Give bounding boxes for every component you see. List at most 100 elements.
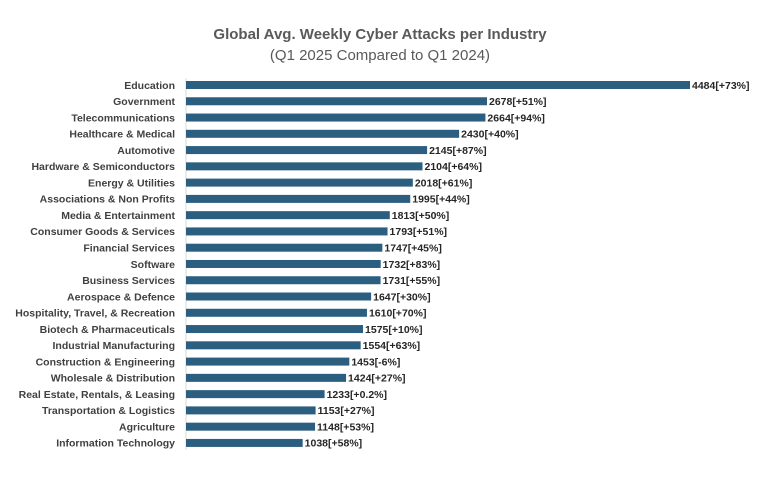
data-label-value: 1732 bbox=[383, 259, 407, 271]
bar bbox=[186, 227, 388, 236]
category-label: Healthcare & Medical bbox=[69, 129, 175, 141]
data-label-value: 2145 bbox=[429, 145, 453, 157]
data-label-value: 1793 bbox=[390, 226, 414, 238]
category-label: Aerospace & Defence bbox=[67, 291, 175, 303]
bar bbox=[186, 341, 361, 350]
category-label: Software bbox=[131, 259, 176, 271]
data-label-change: [+45%] bbox=[408, 243, 442, 255]
data-label-value: 1153 bbox=[318, 405, 341, 417]
chart-title: Global Avg. Weekly Cyber Attacks per Ind… bbox=[213, 26, 547, 43]
bar bbox=[186, 81, 690, 89]
category-label: Information Technology bbox=[56, 438, 175, 450]
data-label-change: [+44%] bbox=[436, 194, 470, 206]
data-label: 1747[+45%] bbox=[384, 243, 442, 255]
bar bbox=[186, 194, 411, 203]
data-label: 1995[+44%] bbox=[412, 194, 470, 206]
bar bbox=[186, 308, 367, 317]
data-label-value: 1610 bbox=[369, 308, 393, 320]
bar bbox=[186, 276, 381, 285]
data-label-value: 1038 bbox=[305, 438, 329, 450]
data-label: 1554[+63%] bbox=[363, 340, 421, 352]
category-label: Construction & Engineering bbox=[36, 356, 175, 368]
category-label: Hardware & Semiconductors bbox=[31, 161, 175, 173]
data-label: 1153[+27%] bbox=[318, 405, 375, 417]
data-label-change: [+55%] bbox=[406, 275, 440, 287]
data-label: 1793[+51%] bbox=[390, 226, 448, 238]
data-label-change: [+30%] bbox=[396, 291, 430, 303]
data-label-change: [+73%] bbox=[715, 80, 749, 92]
data-label: 1732[+83%] bbox=[383, 259, 441, 271]
data-label: 2664[+94%] bbox=[487, 112, 544, 124]
category-label: Energy & Utilities bbox=[88, 177, 175, 189]
data-label-change: [+83%] bbox=[406, 259, 440, 271]
category-label: Agriculture bbox=[119, 421, 175, 433]
data-label: 1610[+70%] bbox=[369, 308, 427, 320]
data-label-value: 1554 bbox=[363, 340, 387, 352]
data-label-change: [+50%] bbox=[415, 210, 449, 222]
bar bbox=[186, 129, 460, 138]
bar bbox=[186, 146, 428, 155]
category-label: Telecommunications bbox=[71, 112, 175, 124]
data-label-change: [+10%] bbox=[388, 324, 422, 336]
data-label: 1233[+0.2%] bbox=[327, 389, 387, 401]
category-label: Automotive bbox=[117, 145, 175, 157]
data-label: 1731[+55%] bbox=[383, 275, 441, 287]
bar bbox=[186, 292, 372, 301]
category-label: Real Estate, Rentals, & Leasing bbox=[19, 389, 175, 401]
bar bbox=[186, 162, 423, 171]
data-label-change: [+63%] bbox=[386, 340, 420, 352]
category-label: Hospitality, Travel, & Recreation bbox=[15, 308, 175, 320]
data-label: 1148[+53%] bbox=[317, 421, 374, 433]
data-label: 1424[+27%] bbox=[348, 373, 406, 385]
data-label: 2430[+40%] bbox=[461, 129, 518, 141]
data-label: 1813[+50%] bbox=[392, 210, 450, 222]
data-label-change: [+61%] bbox=[438, 177, 472, 189]
data-label-change: [+53%] bbox=[340, 421, 374, 433]
data-label-value: 1647 bbox=[373, 291, 397, 303]
bar bbox=[186, 373, 347, 382]
chart-rows: Education 4484[+73%] Government 2678[+51%] T… bbox=[15, 80, 749, 450]
category-label: Associations & Non Profits bbox=[40, 194, 176, 206]
data-label-change: [+27%] bbox=[340, 405, 374, 417]
data-label-change: [+87%] bbox=[452, 145, 486, 157]
bar bbox=[186, 438, 303, 447]
data-label-change: [+58%] bbox=[328, 438, 362, 450]
bar bbox=[186, 390, 325, 399]
category-label: Education bbox=[124, 80, 175, 92]
data-label-value: 1148 bbox=[317, 421, 340, 433]
data-label: 1038[+58%] bbox=[305, 438, 363, 450]
data-label-change: [+64%] bbox=[448, 161, 482, 173]
category-label: Industrial Manufacturing bbox=[52, 340, 175, 352]
category-label: Media & Entertainment bbox=[61, 210, 175, 222]
data-label-value: 1233 bbox=[327, 389, 351, 401]
data-label: 1575[+10%] bbox=[365, 324, 423, 336]
data-label: 2018[+61%] bbox=[415, 177, 473, 189]
category-label: Consumer Goods & Services bbox=[30, 226, 175, 238]
data-label-value: 1731 bbox=[383, 275, 407, 287]
data-label-value: 2104 bbox=[424, 161, 448, 173]
data-label: 1453[-6%] bbox=[351, 356, 400, 368]
data-label: 2678[+51%] bbox=[489, 96, 546, 108]
data-label-change: [-6%] bbox=[375, 356, 401, 368]
category-label: Financial Services bbox=[83, 243, 175, 255]
bar bbox=[186, 357, 350, 366]
data-label-change: [+27%] bbox=[371, 373, 405, 385]
data-label-value: 1995 bbox=[412, 194, 436, 206]
data-label: 1647[+30%] bbox=[373, 291, 431, 303]
category-label: Government bbox=[113, 96, 175, 108]
data-label: 4484[+73%] bbox=[692, 80, 750, 92]
category-label: Wholesale & Distribution bbox=[51, 373, 175, 385]
data-label-value: 1424 bbox=[348, 373, 372, 385]
bar bbox=[186, 243, 383, 252]
bar bbox=[186, 113, 486, 122]
bar bbox=[186, 97, 488, 106]
data-label: 2104[+64%] bbox=[424, 161, 482, 173]
data-label-value: 2018 bbox=[415, 177, 439, 189]
data-label-change: [+70%] bbox=[392, 308, 426, 320]
data-label-change: [+0.2%] bbox=[350, 389, 387, 401]
data-label-value: 2430 bbox=[461, 129, 485, 141]
data-label-change: [+51%] bbox=[413, 226, 447, 238]
data-label: 2145[+87%] bbox=[429, 145, 487, 157]
bar bbox=[186, 259, 381, 268]
